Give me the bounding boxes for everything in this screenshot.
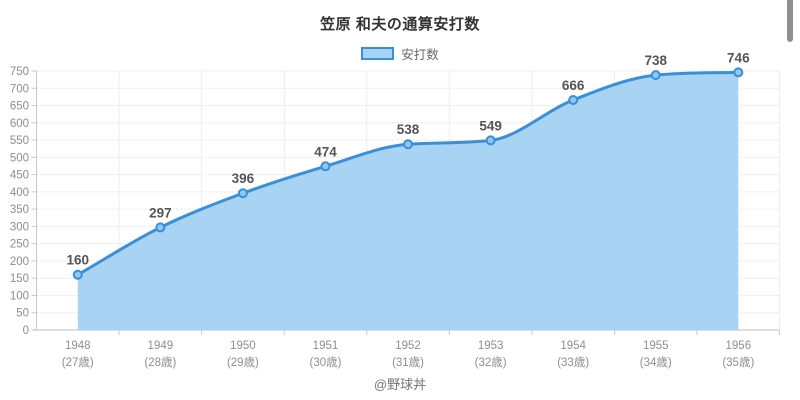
data-point-marker[interactable] (155, 222, 166, 233)
y-axis-label: 700 (10, 83, 29, 95)
watermark-credit: @野球丼 (373, 377, 427, 392)
x-axis-year-label: 1953 (478, 340, 504, 352)
data-point-marker[interactable] (403, 139, 414, 150)
y-axis-label: 550 (10, 135, 29, 147)
y-axis-label: 200 (10, 256, 29, 268)
y-axis-label: 400 (10, 187, 29, 199)
x-axis-year-label: 1949 (148, 340, 174, 352)
y-axis-label: 300 (10, 221, 29, 233)
y-axis-label: 0 (23, 325, 29, 337)
y-axis-label: 50 (16, 308, 29, 320)
data-point-marker[interactable] (485, 135, 496, 146)
chart-title: 笠原 和夫の通算安打数 (320, 16, 480, 33)
scrollbar-thumb[interactable] (787, 0, 793, 42)
data-point-marker[interactable] (72, 269, 83, 280)
x-axis-age-label: (34歳) (640, 356, 672, 369)
y-axis-label: 250 (10, 239, 29, 251)
y-axis-label: 750 (10, 66, 29, 78)
x-axis-age-label: (29歳) (227, 356, 259, 369)
x-axis-age-label: (30歳) (310, 356, 342, 369)
data-point-label: 474 (314, 144, 337, 159)
data-point-label: 538 (397, 122, 420, 137)
x-axis-age-label: (32歳) (475, 356, 507, 369)
data-point-label: 738 (644, 53, 667, 68)
legend-swatch-icon (361, 46, 395, 60)
y-axis-label: 600 (10, 118, 29, 130)
x-axis-age-label: (35歳) (722, 356, 754, 369)
x-axis-age-label: (27歳) (62, 356, 94, 369)
data-point-label: 666 (562, 78, 585, 93)
x-axis-year-label: 1955 (643, 340, 669, 352)
y-axis-label: 500 (10, 152, 29, 164)
data-point-label: 297 (149, 205, 172, 220)
y-axis-label: 350 (10, 204, 29, 216)
data-point-marker[interactable] (237, 188, 248, 199)
x-axis-year-label: 1948 (65, 340, 91, 352)
series-area (77, 72, 739, 330)
data-point-label: 746 (727, 50, 750, 65)
y-axis-label: 650 (10, 101, 29, 113)
x-axis-age-label: (31歳) (392, 356, 424, 369)
x-axis-year-label: 1951 (313, 340, 339, 352)
data-point-label: 396 (232, 171, 255, 186)
data-point-marker[interactable] (650, 70, 661, 81)
data-point-label: 549 (479, 118, 502, 133)
y-axis-label: 100 (10, 290, 29, 302)
x-axis-year-label: 1950 (230, 340, 256, 352)
x-axis-year-label: 1956 (726, 340, 752, 352)
data-point-marker[interactable] (320, 161, 331, 172)
legend-label: 安打数 (401, 47, 439, 62)
x-axis-year-label: 1952 (395, 340, 421, 352)
x-axis-age-label: (33歳) (557, 356, 589, 369)
data-point-label: 160 (67, 253, 90, 268)
x-axis-age-label: (28歳) (144, 356, 176, 369)
y-axis-label: 150 (10, 273, 29, 285)
data-point-marker[interactable] (733, 67, 744, 78)
legend[interactable]: 安打数 (0, 45, 800, 62)
y-axis-label: 450 (10, 170, 29, 182)
x-axis-year-label: 1954 (560, 340, 586, 352)
data-point-marker[interactable] (568, 95, 579, 106)
